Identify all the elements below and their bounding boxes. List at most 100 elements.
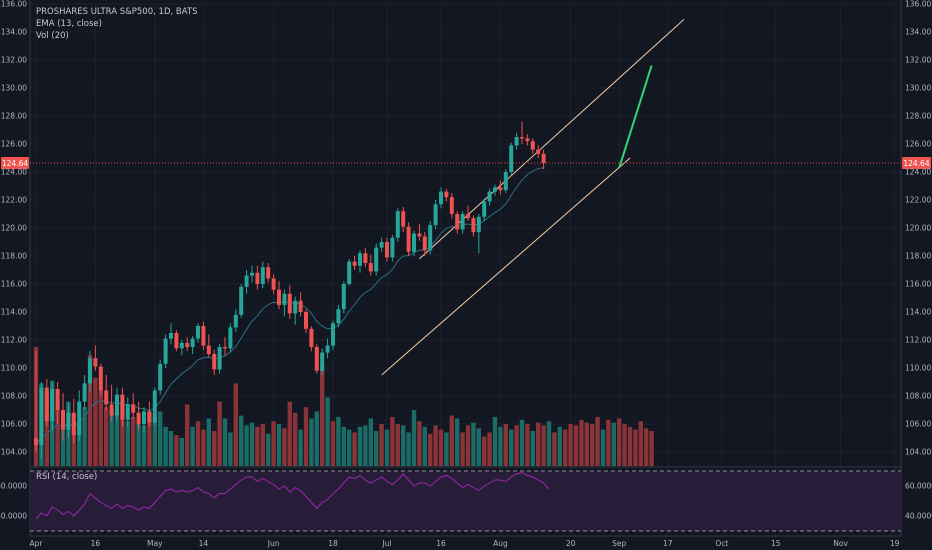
- volume-bar: [87, 355, 93, 466]
- candle-body: [250, 272, 254, 276]
- volume-bar: [557, 426, 562, 466]
- x-tick-label: Jul: [381, 539, 391, 548]
- candle-body: [287, 293, 292, 314]
- y-tick-label-left: 116.00: [1, 280, 27, 289]
- volume-bar: [77, 424, 82, 466]
- volume-bar: [93, 377, 98, 466]
- candle-body: [223, 347, 227, 349]
- volume-bar: [600, 429, 606, 466]
- y-tick-label-right: 118.00: [905, 252, 931, 261]
- volume-bar: [44, 393, 49, 466]
- legend-vol: Vol (20): [36, 31, 69, 41]
- y-tick-label-left: 124.00: [1, 168, 27, 177]
- volume-bar: [514, 425, 519, 466]
- candle-body: [77, 401, 82, 436]
- volume-bar: [422, 426, 427, 466]
- volume-bar: [190, 426, 195, 466]
- rsi-line: [35, 471, 550, 520]
- volume-bar: [390, 417, 395, 466]
- volume-bar: [347, 429, 352, 466]
- candle-body: [309, 328, 314, 347]
- candle-body: [228, 327, 233, 349]
- candle-body: [61, 410, 65, 430]
- y-tick-label-right: 116.00: [905, 280, 931, 289]
- volume-bars: [33, 347, 654, 466]
- volume-bar: [233, 383, 238, 466]
- candle-body: [66, 412, 71, 430]
- candle-body: [179, 342, 184, 349]
- volume-bar: [644, 428, 649, 466]
- candle-body: [401, 211, 406, 227]
- candle-body: [190, 338, 195, 347]
- volume-bar: [174, 435, 179, 466]
- candle-body: [147, 411, 152, 423]
- y-tick-label-left: 106.00: [1, 420, 27, 429]
- candle-body: [244, 275, 249, 287]
- candle-body: [336, 309, 341, 324]
- volume-bar: [195, 421, 201, 466]
- volume-bar: [239, 415, 244, 466]
- candle-body: [520, 137, 524, 139]
- x-tick-label: Sep: [612, 539, 626, 548]
- volume-bar: [395, 424, 400, 466]
- volume-bar: [384, 429, 390, 466]
- candle-body: [142, 411, 146, 424]
- y-tick-label-left: 112.00: [1, 336, 27, 345]
- volume-bar: [433, 425, 438, 466]
- volume-bar: [374, 431, 379, 466]
- y-tick-label-right: 104.00: [905, 448, 931, 457]
- volume-bar: [212, 431, 217, 466]
- candle-body: [417, 233, 422, 237]
- x-tick-label: 17: [663, 539, 673, 548]
- x-tick-label: Jun: [267, 539, 280, 548]
- candle-body: [498, 187, 503, 191]
- rsi-tick-label-left: 40.0000: [0, 512, 27, 521]
- candle-body: [115, 394, 119, 416]
- y-tick-label-right: 110.00: [905, 364, 931, 373]
- x-tick-label: 14: [199, 539, 209, 548]
- volume-bar: [336, 417, 341, 466]
- candle-body: [395, 211, 400, 238]
- candle-body: [412, 233, 416, 252]
- volume-bar: [460, 432, 465, 466]
- volume-bar: [158, 411, 163, 466]
- volume-bar: [114, 412, 120, 466]
- x-tick-label: Nov: [833, 539, 848, 548]
- volume-bar: [352, 432, 357, 466]
- candle-body: [449, 197, 454, 214]
- candle-body: [206, 345, 211, 354]
- x-tick-label: 16: [436, 539, 446, 548]
- volume-bar: [438, 429, 444, 466]
- candle-body: [158, 363, 163, 391]
- y-tick-label-right: 122.00: [905, 196, 931, 205]
- volume-bar: [444, 432, 449, 466]
- volume-bar: [141, 425, 147, 466]
- volume-bar: [573, 425, 579, 466]
- candle-body: [352, 261, 357, 266]
- candle-body: [444, 191, 449, 198]
- candle-body: [277, 289, 281, 305]
- candle-body: [390, 237, 395, 258]
- volume-bar: [411, 410, 417, 466]
- candle-body: [374, 247, 379, 272]
- volume-bar: [303, 407, 309, 466]
- volume-bar: [552, 432, 557, 466]
- rsi-tick-label-right: 60.0000: [905, 482, 932, 491]
- rsi-band-fill: [30, 471, 901, 531]
- candle-body: [120, 394, 125, 420]
- volume-bar: [330, 421, 336, 466]
- projection-line: [618, 65, 653, 169]
- volume-bar: [428, 433, 433, 466]
- last-price-line: 124.64 124.64: [1, 157, 931, 170]
- volume-bar: [465, 425, 471, 466]
- candle-body: [503, 172, 508, 191]
- trend-channel[interactable]: [381, 19, 685, 376]
- candle-body: [433, 204, 438, 226]
- volume-bar: [633, 429, 638, 466]
- volume-bar: [271, 421, 276, 466]
- candle-body: [125, 404, 130, 420]
- volume-bar: [109, 410, 114, 466]
